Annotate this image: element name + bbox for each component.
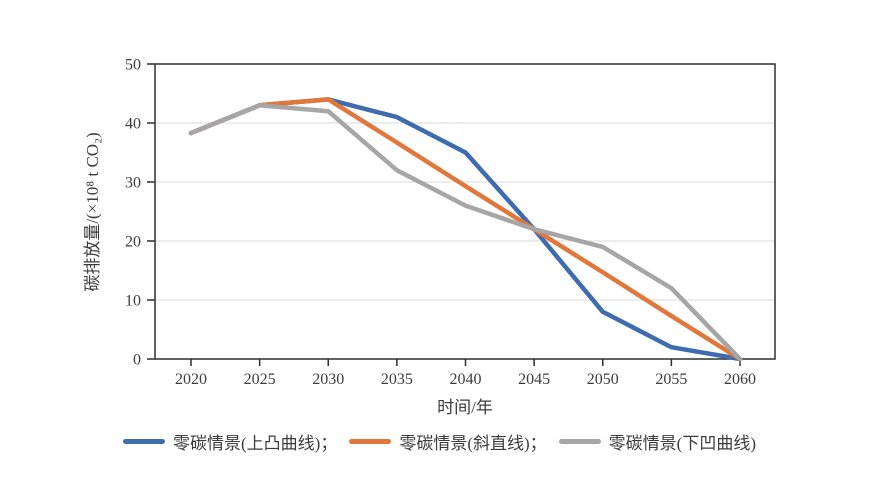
legend-item: 零碳情景(下凹曲线): [558, 429, 756, 454]
y-tick-label: 40: [125, 116, 141, 133]
x-tick-label: 2025: [244, 371, 276, 388]
x-tick-label: 2050: [587, 371, 619, 388]
x-tick-label: 2030: [312, 371, 344, 388]
x-tick-label: 2020: [175, 371, 207, 388]
y-tick-label: 0: [133, 352, 141, 369]
legend-item: 零碳情景(斜直线)；: [349, 429, 547, 454]
series-line-2: [188, 103, 743, 362]
series-line-1: [188, 97, 743, 362]
legend-line-swatch: [349, 439, 392, 444]
x-tick-label: 2060: [724, 371, 756, 388]
legend-item: 零碳情景(上凸曲线)；: [123, 429, 337, 454]
legend-label: 零碳情景(斜直线)；: [399, 434, 547, 453]
y-tick-label: 30: [125, 175, 141, 192]
legend-line-swatch: [123, 439, 165, 444]
x-tick-label: 2040: [450, 371, 482, 388]
y-axis-title: 碳排放量/(×10⁸ t CO₂): [83, 132, 102, 291]
x-tick-label: 2055: [655, 371, 687, 388]
y-tick-label: 10: [125, 293, 141, 310]
x-tick-label: 2045: [518, 371, 550, 388]
legend-line-swatch: [558, 439, 601, 444]
legend-label: 零碳情景(下凹曲线): [608, 434, 756, 453]
chart-legend: 零碳情景(上凸曲线)； 零碳情景(斜直线)； 零碳情景(下凹曲线): [0, 429, 879, 454]
x-axis-title: 时间/年: [437, 398, 493, 417]
series-line-0: [188, 97, 743, 362]
legend-label: 零碳情景(上凸曲线)；: [173, 434, 338, 453]
y-tick-label: 20: [125, 234, 141, 251]
x-tick-label: 2035: [381, 371, 413, 388]
y-tick-label: 50: [125, 57, 141, 74]
